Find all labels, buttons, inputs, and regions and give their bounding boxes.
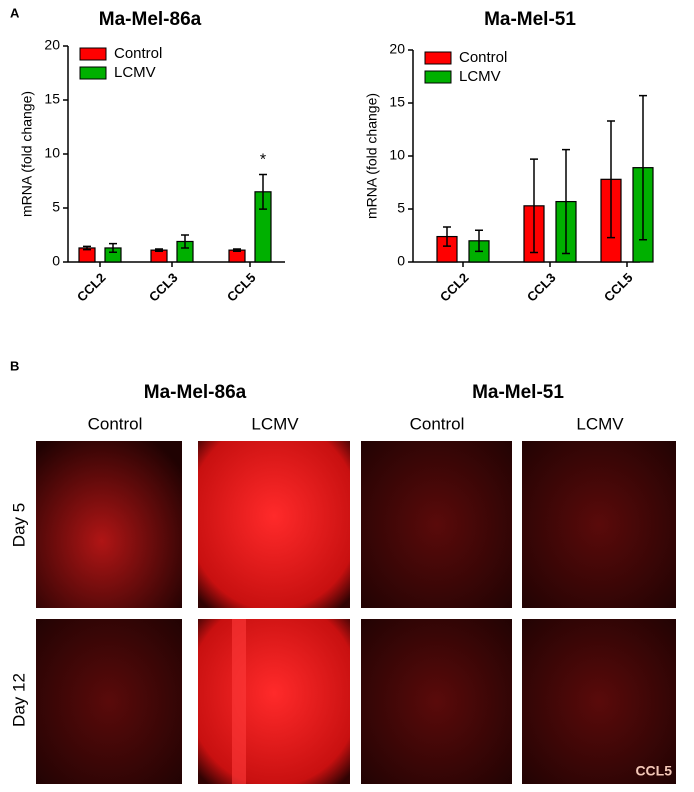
y-axis-label: mRNA (fold change) [364, 93, 380, 219]
image [522, 441, 676, 608]
column-label: LCMV [251, 414, 299, 433]
x-tick-label: CCL2 [437, 270, 472, 305]
y-tick-label: 0 [397, 253, 405, 269]
x-tick-label: CCL5 [224, 270, 259, 305]
row-label: Day 12 [9, 673, 28, 727]
error-bar [562, 148, 570, 255]
y-tick-label: 10 [389, 147, 405, 163]
y-tick-label: 15 [44, 91, 60, 107]
y-tick-label: 0 [52, 253, 60, 269]
column-label: Control [88, 414, 143, 433]
error-bar [109, 242, 117, 254]
stain-label: CCL5 [635, 763, 672, 779]
image-streak [232, 619, 246, 784]
error-bar [639, 94, 647, 241]
y-tick-label: 10 [44, 145, 60, 161]
error-bar [181, 234, 189, 249]
image [198, 441, 350, 608]
micrographs [36, 441, 676, 784]
panel-title: Ma-Mel-86a [144, 382, 247, 403]
error-bar [259, 173, 267, 210]
x-tick-label: CCL3 [146, 270, 181, 305]
y-tick-label: 20 [44, 37, 60, 53]
annotation: * [260, 152, 266, 169]
legend-swatch [424, 70, 452, 84]
image [522, 619, 676, 784]
y-tick-label: 5 [397, 200, 405, 216]
image [361, 441, 512, 608]
column-label: Control [410, 414, 465, 433]
panel-label: A [10, 5, 20, 20]
panel-title: Ma-Mel-51 [472, 382, 564, 403]
error-bar [530, 158, 538, 254]
image [36, 441, 182, 608]
x-tick-label: CCL5 [601, 270, 636, 305]
error-bar [475, 229, 483, 253]
x-tick-label: CCL3 [524, 270, 559, 305]
error-bar [233, 248, 241, 252]
column-label: LCMV [576, 414, 624, 433]
image [198, 619, 350, 784]
error-bar [83, 245, 91, 251]
image [36, 619, 182, 784]
error-bar [443, 226, 451, 247]
chart-title: Ma-Mel-51 [484, 9, 576, 30]
legend-swatch [79, 47, 107, 61]
error-bar [155, 248, 163, 252]
y-tick-label: 15 [389, 94, 405, 110]
legend-label: Control [459, 49, 507, 66]
y-axis-label: mRNA (fold change) [19, 91, 35, 217]
y-tick-label: 20 [389, 41, 405, 57]
y-tick-label: 5 [52, 199, 60, 215]
legend-swatch [79, 66, 107, 80]
chart-title: Ma-Mel-86a [99, 9, 202, 30]
x-tick-label: CCL2 [74, 270, 109, 305]
legend-swatch [424, 51, 452, 65]
panel-label: B [10, 358, 19, 373]
legend-label: Control [114, 45, 162, 62]
error-bar [607, 120, 615, 239]
legend-label: LCMV [114, 64, 156, 81]
row-label: Day 5 [9, 503, 28, 547]
legend-label: LCMV [459, 68, 501, 85]
image [361, 619, 512, 784]
